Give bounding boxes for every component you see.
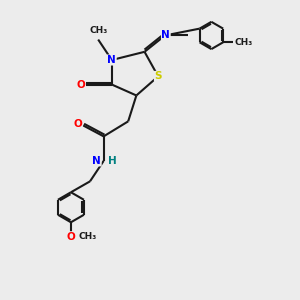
Text: N: N: [107, 55, 116, 65]
Text: N: N: [161, 31, 170, 40]
Text: H: H: [108, 156, 116, 166]
Text: CH₃: CH₃: [89, 26, 107, 35]
Text: O: O: [67, 232, 75, 242]
Text: S: S: [154, 71, 162, 81]
Text: O: O: [76, 80, 85, 89]
Text: CH₃: CH₃: [234, 38, 252, 47]
Text: O: O: [74, 119, 82, 129]
Text: N: N: [92, 156, 101, 166]
Text: CH₃: CH₃: [79, 232, 97, 241]
